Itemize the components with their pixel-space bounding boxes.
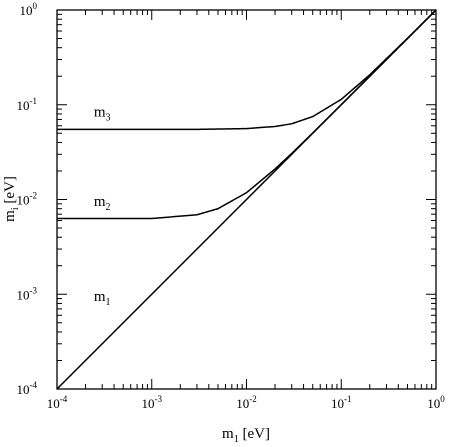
- series-label-m3: m3: [94, 105, 111, 124]
- series-label-m2: m2: [94, 194, 111, 213]
- y-axis-label-main: m: [2, 210, 18, 222]
- series-line-m2: [57, 9, 437, 220]
- y-tick-label-exp: 0: [33, 1, 38, 11]
- series-label-sub: 2: [106, 202, 111, 213]
- y-tick-label-base: 10: [17, 193, 30, 208]
- y-axis-label-sub: i: [10, 207, 21, 210]
- x-tick-label-base: 10: [47, 396, 60, 411]
- x-tick-label-base: 10: [331, 396, 344, 411]
- series-line-m1: [56, 9, 437, 390]
- x-tick-label: 10-2: [236, 394, 257, 411]
- y-tick-label: 100: [20, 1, 38, 18]
- y-tick-label-exp: -3: [30, 285, 38, 295]
- x-tick-label-base: 10: [427, 396, 440, 411]
- series-label-sub: 1: [106, 297, 111, 308]
- x-tick-label-base: 10: [236, 396, 249, 411]
- x-tick-label: 10-1: [331, 394, 352, 411]
- y-tick-label-exp: -1: [30, 96, 38, 106]
- series-label-m1: m1: [94, 289, 111, 308]
- x-tick-label-exp: -4: [60, 394, 68, 404]
- x-axis-label-main: m: [222, 426, 234, 442]
- y-tick-label-base: 10: [17, 287, 30, 302]
- x-axis-label-sub: 1: [234, 434, 239, 445]
- plot-frame: [56, 9, 437, 390]
- series-label-sub: 3: [106, 113, 111, 124]
- y-tick-label: 10-3: [17, 285, 38, 302]
- x-tick-label: 100: [427, 394, 445, 411]
- y-tick-label: 10-4: [17, 380, 38, 397]
- x-tick-label: 10-3: [142, 394, 163, 411]
- y-tick-label-base: 10: [20, 3, 33, 18]
- y-tick-label-exp: -4: [30, 380, 38, 390]
- x-tick-label-exp: -3: [155, 394, 163, 404]
- x-tick-label-exp: 0: [440, 394, 445, 404]
- y-tick-label-exp: -2: [30, 191, 38, 201]
- y-axis-label: mi [eV]: [2, 176, 21, 222]
- x-tick-label-base: 10: [142, 396, 155, 411]
- series-line-m3: [57, 9, 437, 131]
- series-label-main: m: [94, 289, 106, 305]
- series-label-main: m: [94, 105, 106, 121]
- y-tick-label-base: 10: [17, 98, 30, 113]
- x-tick-label-exp: -2: [249, 394, 257, 404]
- y-tick-label: 10-1: [17, 96, 38, 113]
- x-tick-label: 10-4: [47, 394, 68, 411]
- x-axis-label-unit: [eV]: [239, 426, 270, 442]
- y-axis-label-unit: [eV]: [2, 176, 18, 207]
- x-axis-label: m1 [eV]: [222, 426, 270, 445]
- y-tick-label-base: 10: [17, 382, 30, 397]
- y-tick-label: 10-2: [17, 191, 38, 208]
- series-label-main: m: [94, 194, 106, 210]
- x-tick-label-exp: -1: [344, 394, 352, 404]
